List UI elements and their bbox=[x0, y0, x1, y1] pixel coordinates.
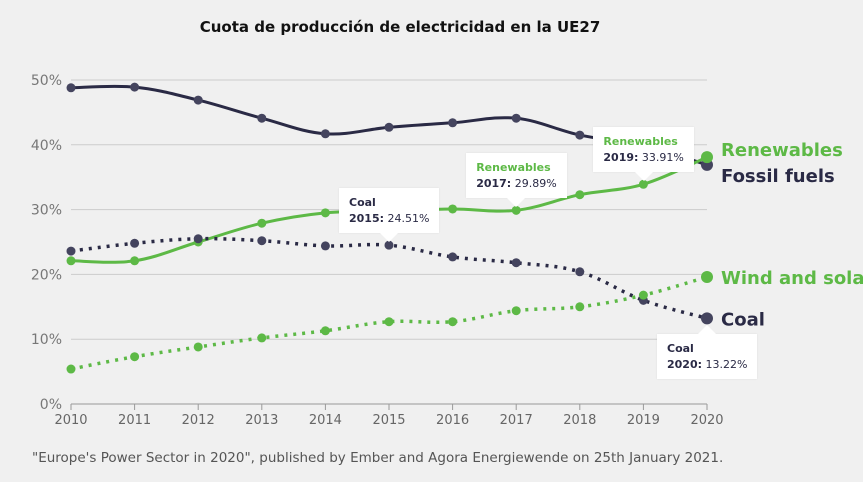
tooltip-year: 2020: bbox=[667, 358, 703, 372]
data-point bbox=[257, 218, 267, 228]
y-tick-label: 20% bbox=[31, 267, 62, 283]
y-tick-label: 30% bbox=[31, 203, 62, 219]
data-point bbox=[638, 179, 648, 189]
chart-title: Cuota de producción de electricidad en l… bbox=[199, 18, 601, 36]
x-tick-label: 2015 bbox=[372, 413, 405, 428]
data-point bbox=[257, 236, 267, 246]
data-point bbox=[193, 342, 203, 352]
tooltip-series: Coal bbox=[349, 196, 376, 210]
series-end-label: Renewables bbox=[721, 140, 843, 161]
y-tick-label: 0% bbox=[40, 397, 62, 413]
tooltip: Renewables 2017: 29.89% bbox=[466, 153, 567, 208]
data-point bbox=[130, 238, 140, 248]
data-point bbox=[193, 95, 203, 105]
tooltip-year: 2019: bbox=[603, 151, 639, 165]
tooltip-series: Renewables bbox=[476, 161, 551, 175]
data-point bbox=[66, 246, 76, 256]
data-point bbox=[130, 256, 140, 266]
series-end-label: Fossil fuels bbox=[721, 166, 835, 187]
data-point bbox=[130, 82, 140, 92]
data-point bbox=[384, 317, 394, 327]
data-point bbox=[66, 364, 76, 374]
data-point bbox=[320, 208, 330, 218]
y-tick-label: 10% bbox=[31, 332, 62, 348]
data-point bbox=[575, 302, 585, 312]
x-tick-label: 2014 bbox=[309, 413, 342, 428]
tooltip: Coal 2015: 24.51% bbox=[339, 188, 440, 243]
data-point bbox=[575, 130, 585, 140]
data-point bbox=[448, 118, 458, 128]
x-tick-label: 2020 bbox=[690, 413, 723, 428]
data-point bbox=[701, 151, 713, 164]
tooltip-value: 29.89% bbox=[514, 177, 557, 191]
tooltip: Coal 2020: 13.22% bbox=[657, 325, 758, 380]
series-line-coal bbox=[70, 236, 708, 321]
series-line-wind-and-solar bbox=[70, 275, 708, 371]
x-tick-label: 2017 bbox=[500, 413, 533, 428]
data-point bbox=[448, 252, 458, 262]
data-point bbox=[257, 113, 267, 123]
data-point bbox=[66, 256, 76, 266]
tooltip-series: Renewables bbox=[603, 135, 678, 149]
tooltip-series: Coal bbox=[667, 342, 694, 356]
data-point bbox=[130, 352, 140, 362]
data-point bbox=[701, 312, 713, 325]
data-point bbox=[511, 258, 521, 268]
tooltip-value: 13.22% bbox=[705, 358, 748, 372]
tooltip-year: 2017: bbox=[476, 177, 512, 191]
x-tick-label: 2010 bbox=[54, 413, 87, 428]
data-point bbox=[511, 205, 521, 215]
data-point bbox=[448, 204, 458, 214]
x-tick-label: 2019 bbox=[627, 413, 660, 428]
data-point bbox=[384, 240, 394, 250]
tooltip-value: 24.51% bbox=[387, 212, 430, 226]
tooltip: Renewables 2019: 33.91% bbox=[593, 127, 694, 182]
data-point bbox=[193, 234, 203, 244]
data-point bbox=[511, 306, 521, 316]
data-point bbox=[701, 270, 713, 283]
data-point bbox=[320, 129, 330, 139]
series-end-label: Coal bbox=[721, 309, 765, 330]
data-point bbox=[384, 122, 394, 132]
data-point bbox=[257, 333, 267, 343]
data-point bbox=[511, 113, 521, 123]
data-point bbox=[638, 290, 648, 300]
data-point bbox=[575, 190, 585, 200]
y-tick-label: 40% bbox=[31, 138, 62, 154]
x-tick-label: 2011 bbox=[118, 413, 151, 428]
x-tick-label: 2018 bbox=[563, 413, 596, 428]
tooltip-year: 2015: bbox=[349, 212, 385, 226]
data-point bbox=[66, 83, 76, 93]
x-tick-label: 2016 bbox=[436, 413, 469, 428]
source-caption: "Europe's Power Sector in 2020", publish… bbox=[32, 450, 724, 466]
tooltip-value: 33.91% bbox=[641, 151, 684, 165]
data-point bbox=[320, 326, 330, 336]
y-tick-label: 50% bbox=[31, 73, 62, 89]
data-point bbox=[575, 267, 585, 277]
x-tick-label: 2012 bbox=[182, 413, 215, 428]
data-point bbox=[448, 317, 458, 327]
series-end-label: Wind and solar bbox=[721, 268, 863, 289]
x-tick-label: 2013 bbox=[245, 413, 278, 428]
data-point bbox=[320, 241, 330, 251]
